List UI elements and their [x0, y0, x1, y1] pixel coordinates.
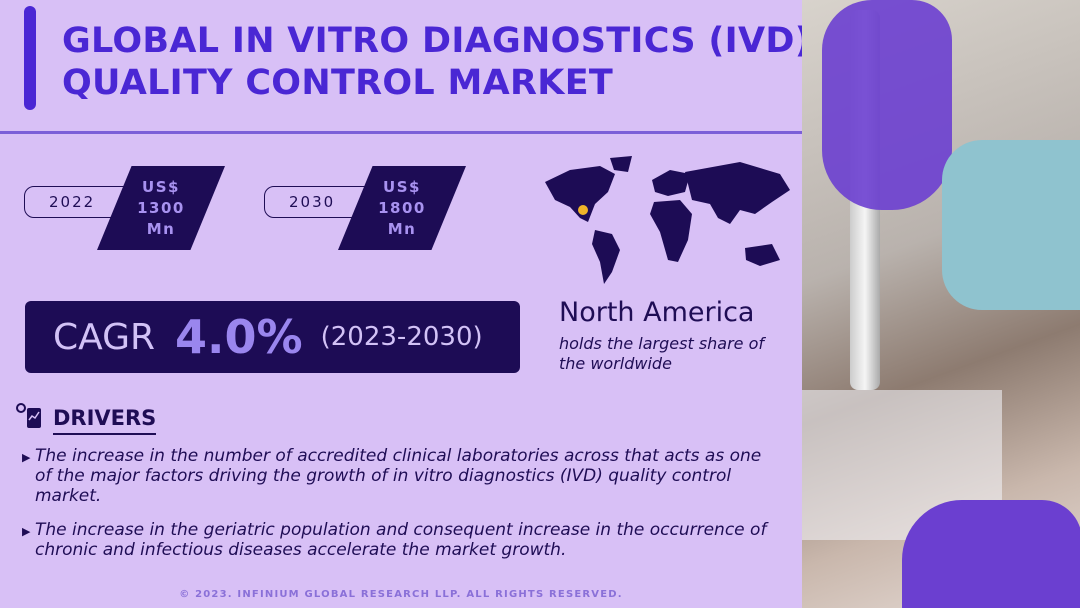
- title-accent-bar: [24, 6, 36, 110]
- driver-item: ▶ The increase in the number of accredite…: [22, 446, 782, 506]
- driver-text: The increase in the number of accredited…: [35, 446, 762, 506]
- driver-item: ▶ The increase in the geriatric populatio…: [22, 520, 782, 560]
- divider: [0, 131, 802, 134]
- unit: Mn: [387, 219, 417, 238]
- market-value: 1300: [137, 198, 185, 217]
- currency: US$: [142, 177, 180, 196]
- market-value: 1800: [378, 198, 426, 217]
- value-2022-box: US$ 1300 Mn: [97, 166, 225, 250]
- title-line-2: QUALITY CONTROL MARKET: [62, 63, 614, 103]
- value-2030-box: US$ 1800 Mn: [338, 166, 466, 250]
- cagr-period: (2023-2030): [320, 322, 483, 352]
- world-map-icon: [545, 156, 790, 284]
- lab-pipette-photo: [802, 0, 1080, 608]
- region-name: North America: [559, 297, 755, 328]
- drivers-heading: DRIVERS: [53, 406, 157, 435]
- drivers-icon: [16, 403, 41, 428]
- region-description: holds the largest share of the worldwide: [559, 334, 765, 373]
- cagr-label: CAGR: [53, 316, 156, 358]
- cagr-box: CAGR 4.0% (2023-2030): [25, 301, 520, 373]
- year-label: 2030: [289, 193, 336, 211]
- year-label: 2022: [49, 193, 96, 211]
- copyright-footer: © 2023. INFINIUM GLOBAL RESEARCH LLP. AL…: [179, 589, 623, 600]
- page-title: GLOBAL IN VITRO DIAGNOSTICS (IVD) QUALIT…: [62, 20, 811, 104]
- driver-text: The increase in the geriatric population…: [35, 520, 767, 560]
- north-america-marker: [578, 205, 588, 215]
- currency: US$: [383, 177, 421, 196]
- cagr-value: 4.0%: [175, 310, 303, 364]
- bullet-triangle-icon: ▶: [22, 525, 31, 538]
- unit: Mn: [146, 219, 176, 238]
- title-line-1: GLOBAL IN VITRO DIAGNOSTICS (IVD): [62, 21, 811, 61]
- bullet-triangle-icon: ▶: [22, 451, 31, 464]
